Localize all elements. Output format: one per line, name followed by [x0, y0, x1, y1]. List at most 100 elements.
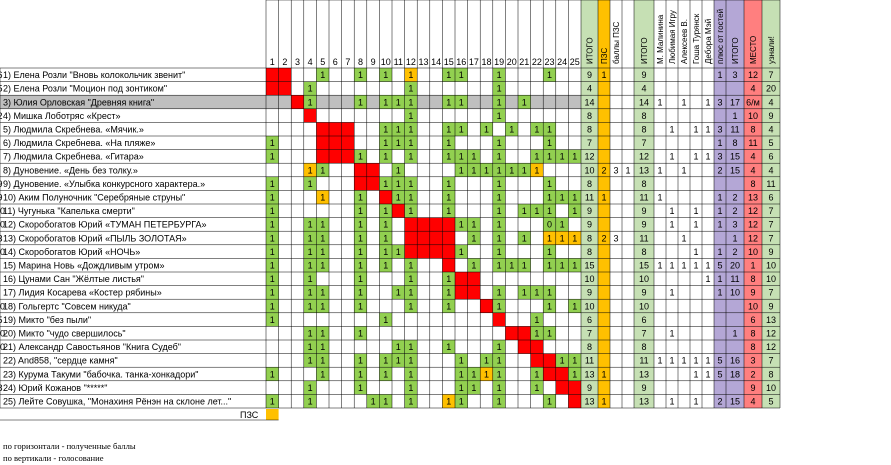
cell-value: 1	[601, 397, 606, 407]
summary-header-cell	[598, 0, 610, 68]
cell-value: 1	[270, 193, 275, 203]
vote-column-number: 5	[320, 57, 325, 67]
cell-value: 1	[669, 329, 674, 339]
cell-value: 6	[587, 315, 592, 325]
summary-header-label: ИТОГО	[586, 37, 595, 64]
vote-cell	[404, 367, 418, 381]
vote-cell	[379, 68, 392, 82]
vote-cell	[455, 380, 468, 395]
cell-value: 8	[750, 125, 755, 135]
vote-cell	[762, 272, 780, 286]
cell-value: 2	[732, 247, 737, 257]
vote-cell	[568, 299, 581, 313]
cell-value: 1	[308, 356, 313, 366]
vote-cell	[581, 272, 598, 286]
vote-cell	[492, 108, 506, 123]
vote-cell	[341, 149, 355, 164]
vote-cell	[744, 81, 762, 96]
cell-value: 0	[547, 220, 552, 230]
cell-value: 10	[766, 383, 776, 393]
cell-value: 1	[446, 193, 451, 203]
cell-value: 1	[705, 369, 710, 379]
vote-cell	[303, 258, 317, 272]
vote-cell	[392, 190, 405, 204]
vote-cell	[392, 163, 405, 177]
cell-value: 20	[730, 261, 740, 271]
vote-cell	[505, 122, 518, 136]
vote-cell	[442, 68, 455, 82]
vote-cell	[404, 81, 418, 96]
vote-cell	[568, 394, 581, 408]
vote-cell	[543, 149, 556, 164]
cell-value: 2	[717, 165, 722, 175]
cell-value: 1	[681, 165, 686, 175]
entry-name: 2) Елена Розли "Моцион под зонтиком"	[3, 84, 167, 94]
vote-cell	[467, 285, 481, 300]
cell-value: 2	[732, 193, 737, 203]
vote-cell	[354, 149, 367, 164]
vote-cell	[634, 394, 654, 408]
vote-cell	[581, 367, 598, 381]
cell-value: 1	[459, 125, 464, 135]
cell-value: 1	[497, 261, 502, 271]
vote-cell	[598, 258, 610, 272]
cell-value: 1	[522, 97, 527, 107]
vote-cell	[354, 326, 367, 340]
cell-value: 10	[584, 274, 594, 284]
cell-value: 1	[547, 138, 552, 148]
cell-value: 8	[641, 247, 646, 257]
cell-value: 1	[459, 247, 464, 257]
cell-value: 1	[383, 125, 388, 135]
vote-cell	[492, 380, 506, 395]
vote-cell	[762, 122, 780, 136]
summary-header-cell	[726, 0, 744, 68]
cell-value: 1	[669, 152, 674, 162]
vote-cell	[543, 299, 556, 313]
cell-value: 1	[681, 261, 686, 271]
vote-cell	[354, 380, 367, 395]
cell-value: 1	[657, 193, 662, 203]
vote-column-number: 17	[469, 57, 479, 67]
summary-header-cell	[762, 0, 780, 68]
vote-cell	[714, 272, 726, 286]
vote-cell	[726, 244, 744, 259]
vote-cell	[762, 108, 780, 123]
vote-cell	[417, 231, 430, 245]
cell-value: 16	[730, 356, 740, 366]
cell-value: 1	[560, 152, 565, 162]
vote-cell	[744, 217, 762, 232]
vote-cell	[303, 176, 317, 191]
cell-value: 1	[358, 206, 363, 216]
vote-cell	[762, 380, 780, 395]
vote-cell	[417, 217, 430, 232]
vote-cell	[392, 353, 405, 368]
cell-value: 1	[681, 97, 686, 107]
vote-cell	[568, 231, 581, 245]
vote-cell	[404, 272, 418, 286]
cell-value: 1	[705, 274, 710, 284]
cell-value: 1	[669, 220, 674, 230]
vote-cell	[442, 204, 455, 218]
cell-value: 1	[320, 247, 325, 257]
vote-cell	[726, 312, 744, 327]
vote-cell	[266, 312, 279, 327]
cell-value: 1	[572, 369, 577, 379]
vote-cell	[354, 299, 367, 313]
vote-cell	[762, 285, 780, 300]
vote-cell	[762, 312, 780, 327]
vote-cell	[726, 380, 744, 395]
vote-cell	[329, 136, 342, 150]
vote-cell	[714, 299, 726, 313]
vote-column-number: 25	[570, 57, 580, 67]
cell-value: 1	[408, 84, 413, 94]
cell-value: 1	[408, 70, 413, 80]
cell-value: 1	[547, 397, 552, 407]
cell-value: 1	[320, 261, 325, 271]
cell-value: 1	[408, 356, 413, 366]
vote-cell	[316, 326, 329, 340]
vote-cell	[392, 176, 405, 191]
vote-cell	[581, 122, 598, 136]
vote-cell	[714, 326, 726, 340]
entry-name: 17) Лидия Косарева «Костер рябины»	[3, 288, 162, 298]
